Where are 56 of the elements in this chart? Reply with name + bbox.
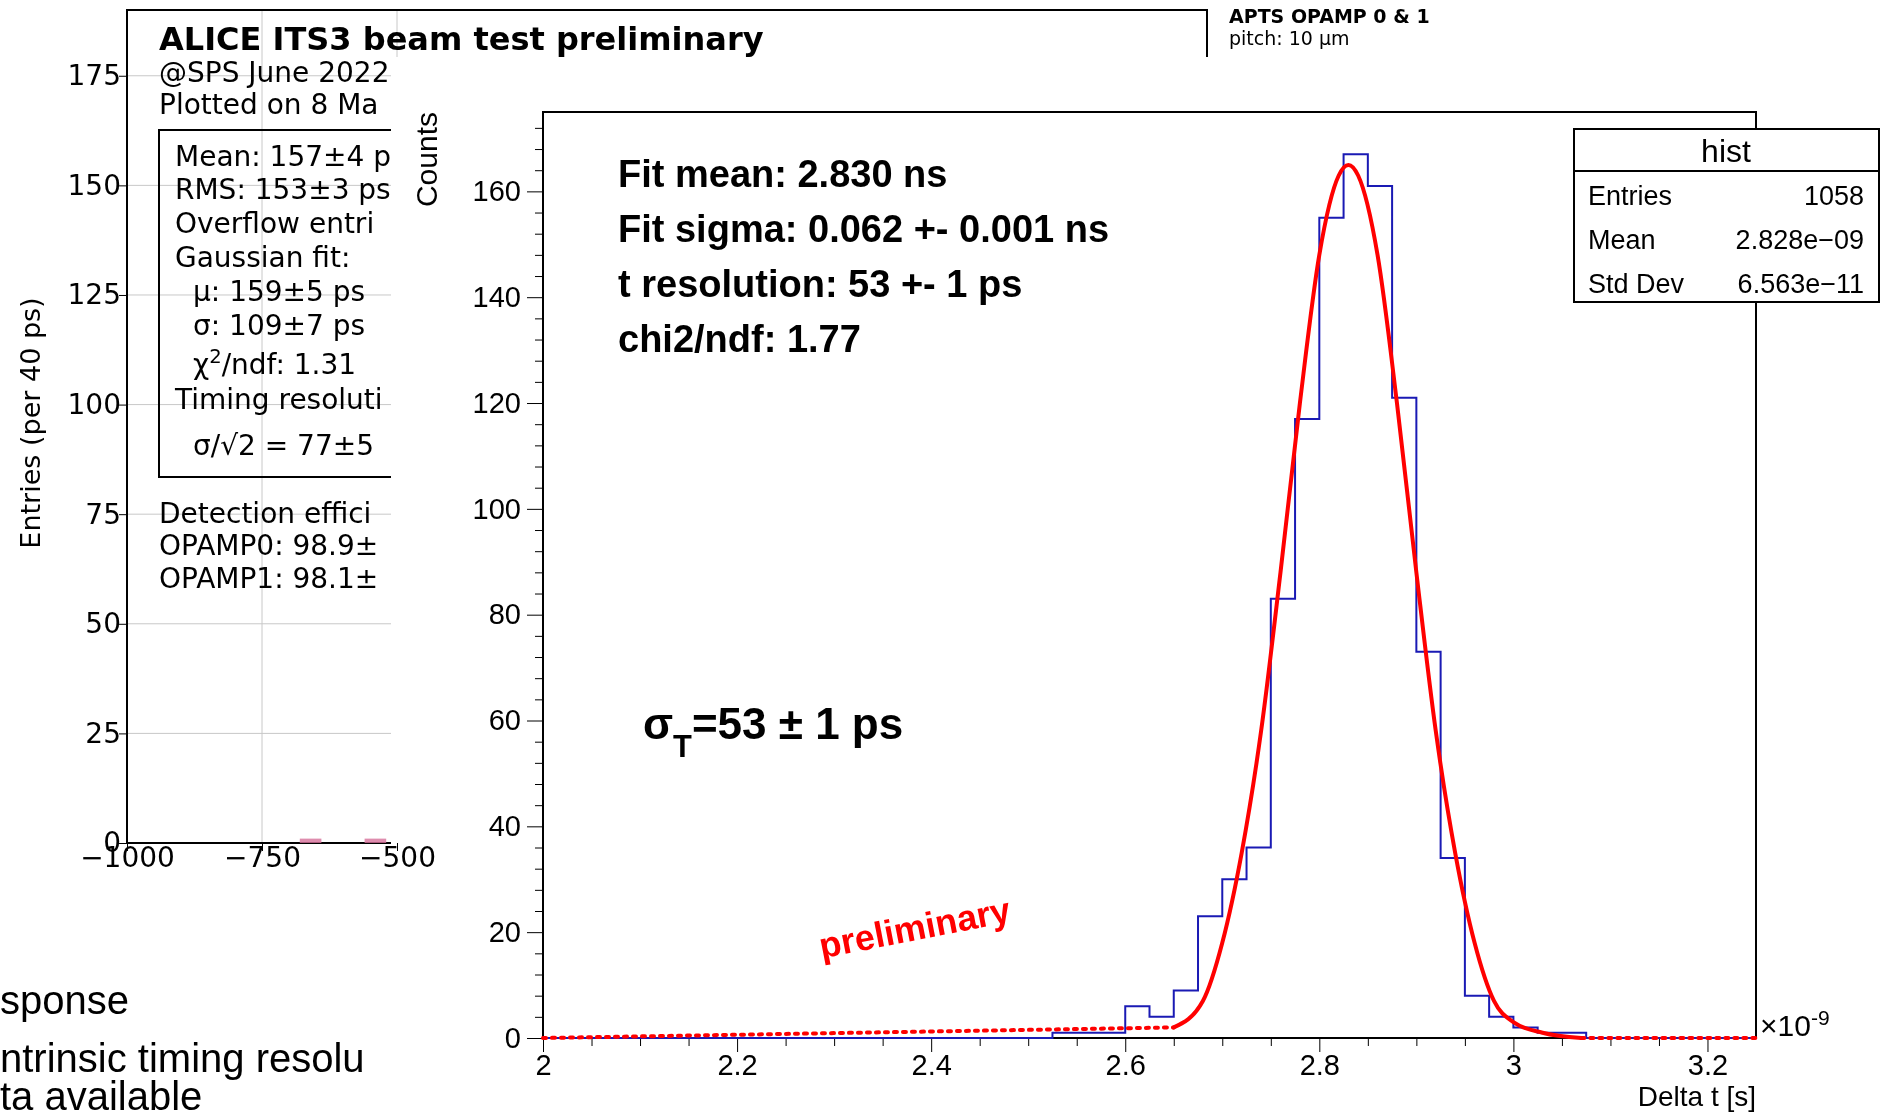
annotation: Gaussian fit: [175, 241, 351, 274]
annotation: Fit sigma: 0.062 +- 0.001 ns [618, 208, 1110, 250]
annotation: Timing resoluti [174, 383, 383, 416]
annotation: σ: 109±7 ps [193, 309, 366, 342]
y-tick-label: 160 [472, 175, 521, 208]
annotation: μ: 159±5 ps [193, 275, 366, 308]
text: Entries 1058 [1588, 181, 1864, 211]
text: @SPS June 2022 [159, 56, 390, 89]
y-tick-label: 50 [85, 607, 121, 641]
text: Std Dev 6.563e−11 [1588, 269, 1864, 299]
y-tick-label: 150 [67, 168, 121, 202]
y-tick-label: 140 [472, 280, 521, 313]
annotation: Overflow entri [175, 207, 375, 240]
text: pitch: 10 µm [1229, 27, 1350, 49]
y-tick-label: 125 [67, 278, 121, 312]
y-tick-label: 60 [488, 704, 521, 737]
y-axis-title: Counts [410, 112, 443, 208]
x-tick-label: 2.8 [1299, 1048, 1340, 1081]
annotation: Fit mean: 2.830 ns [618, 153, 948, 195]
y-axis-title: Entries (per 40 ps) [15, 297, 46, 549]
y-tick-label: 175 [67, 59, 121, 93]
annotation: Plotted on 8 Ma [159, 88, 379, 121]
x-tick-label: 2.6 [1105, 1048, 1146, 1081]
text: ×10$^{-9}$ [1760, 1005, 1830, 1042]
y-tick-label: 0 [504, 1021, 521, 1054]
y-tick-label: 25 [85, 716, 121, 750]
y-tick-label: 80 [488, 598, 521, 631]
annotation: RMS: 153±3 ps [175, 173, 391, 206]
x-tick-label: 2 [535, 1048, 552, 1081]
chart-title: ALICE ITS3 beam test preliminary [159, 20, 764, 58]
x-tick-label: −500 [359, 840, 436, 874]
text: APTS OPAMP 0 & 1 [1229, 5, 1430, 27]
annotation: t resolution: 53 +- 1 ps [618, 263, 1023, 305]
x-tick-label: 3 [1505, 1048, 1522, 1081]
y-tick-label: 40 [488, 810, 521, 843]
annotation: Detection effici [159, 497, 372, 530]
annotation: hist [1701, 133, 1752, 169]
annotation: σ$_{T}$=53 ± 1 ps [643, 699, 904, 764]
x-tick-label: 3.2 [1687, 1048, 1729, 1081]
annotation: Mean: 157±4 p [175, 140, 392, 173]
x-tick-label: −750 [224, 840, 301, 874]
x-axis-title: Delta t [s] [1637, 1081, 1756, 1112]
annotation: χ$^{2}$/ndf: 1.31 [193, 344, 357, 381]
y-tick-label: 20 [488, 915, 521, 948]
annotation: chi2/ndf: 1.77 [618, 318, 861, 360]
y-tick-label: 120 [472, 386, 521, 419]
y-tick-label: 100 [67, 388, 121, 422]
annotation: OPAMP0: 98.9± [159, 529, 379, 562]
x-tick-label: 2.4 [911, 1048, 952, 1081]
annotation: OPAMP1: 98.1± [159, 562, 379, 595]
y-tick-label: 75 [85, 497, 121, 531]
y-tick-label: 100 [472, 492, 521, 525]
annotation: σ/√2 = 77±5 [193, 429, 375, 462]
x-tick-label: 2.2 [717, 1048, 758, 1081]
text: Mean 2.828e−09 [1588, 225, 1864, 255]
text: sponse [0, 978, 129, 1022]
